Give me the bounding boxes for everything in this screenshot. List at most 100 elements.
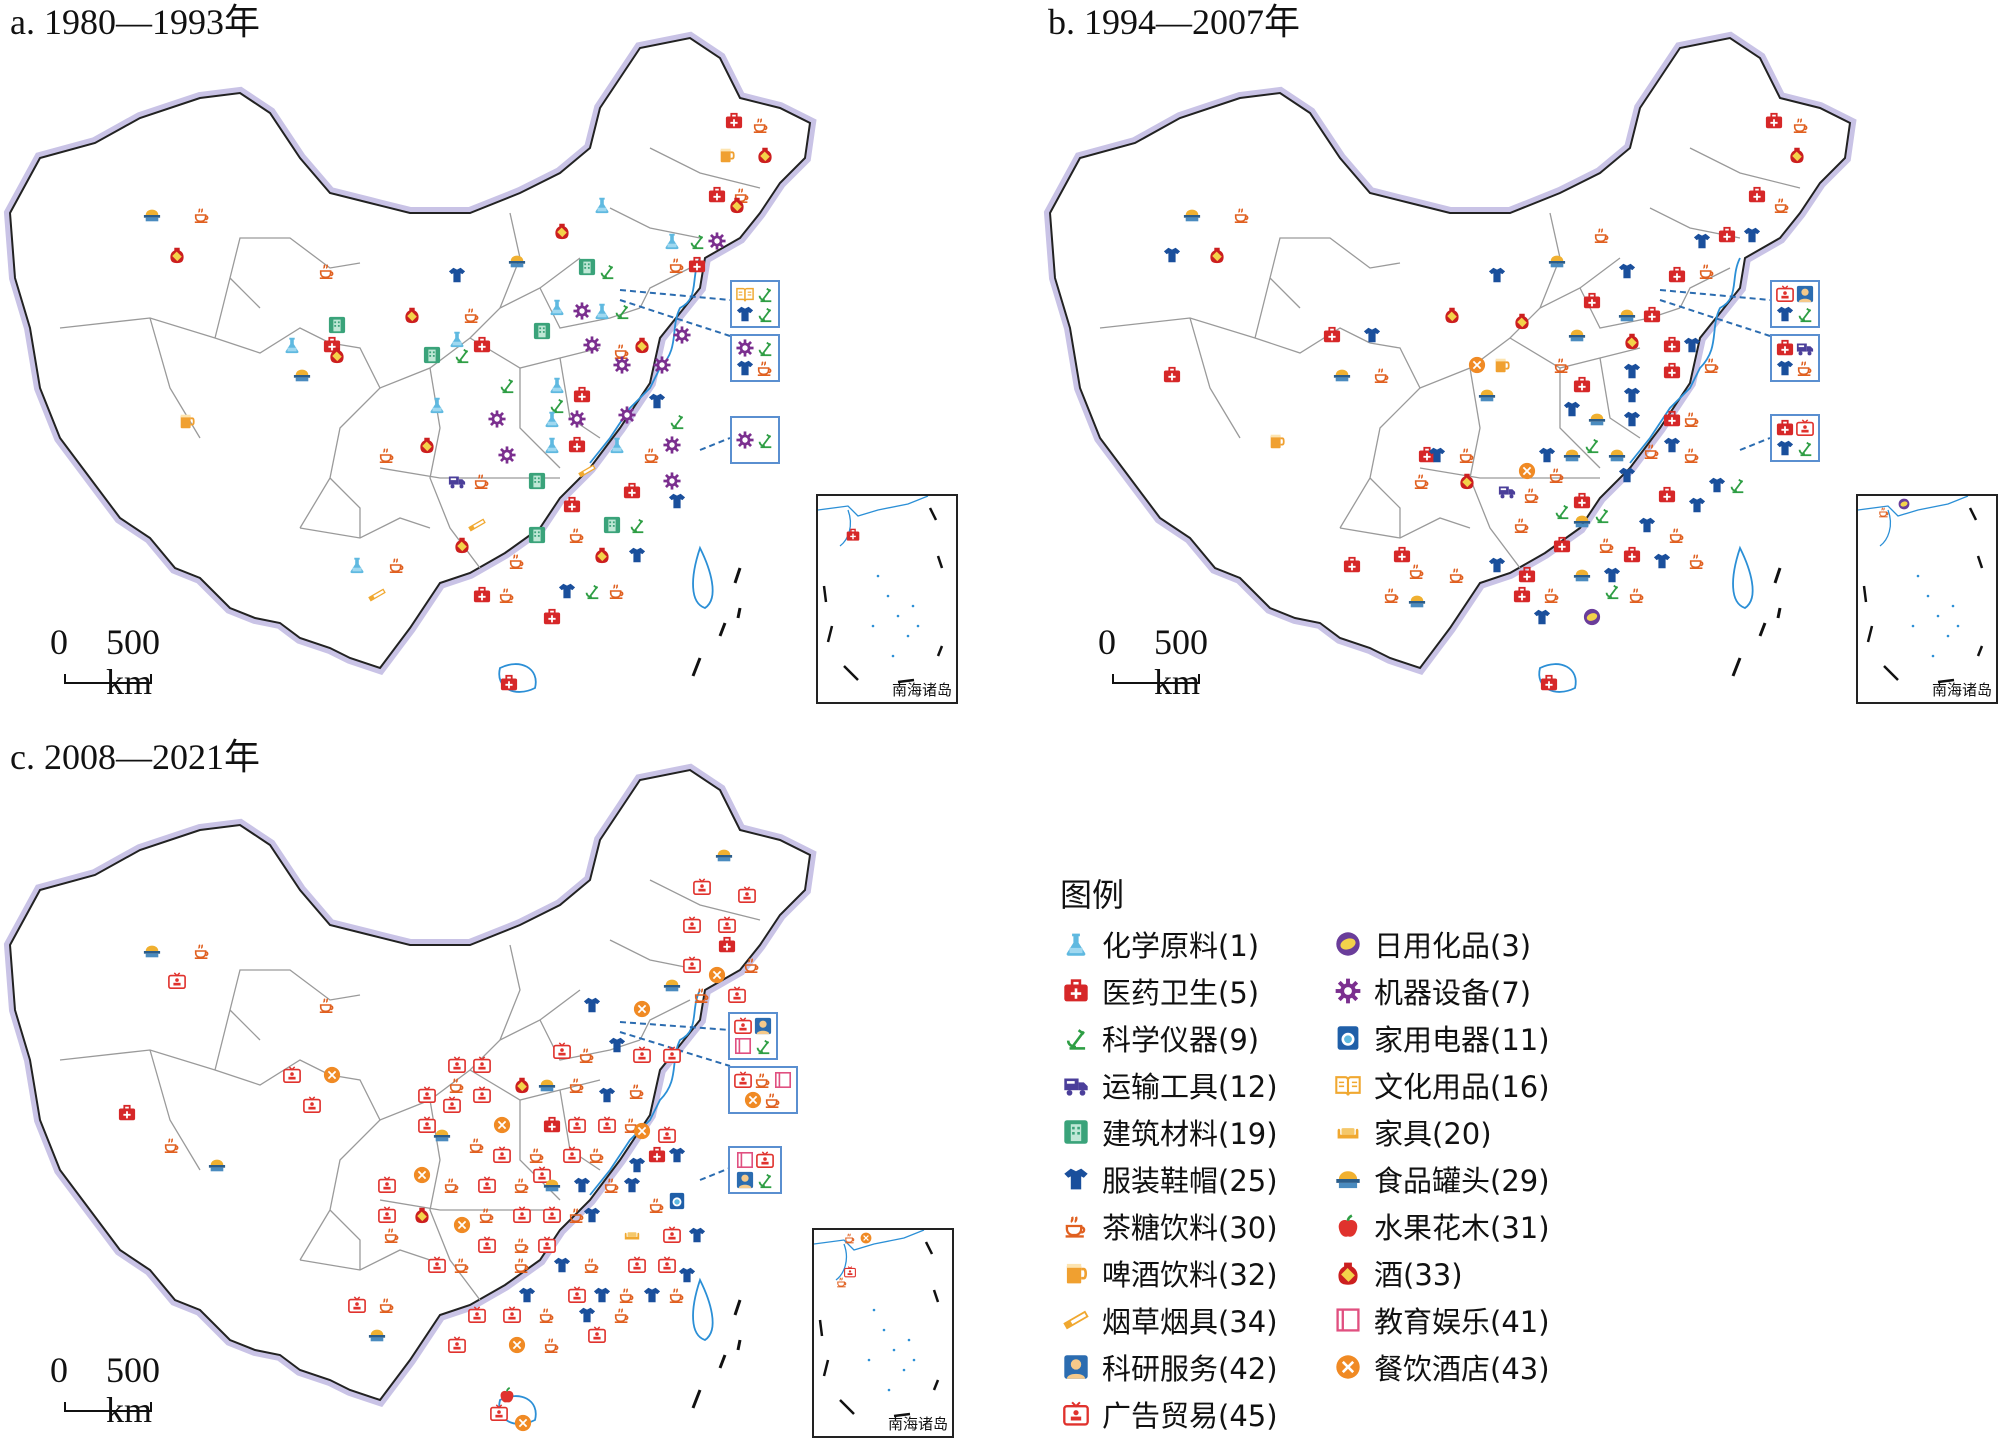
legend-item: 医药卫生(5) [1060, 969, 1332, 1013]
shirt-icon [1776, 439, 1794, 457]
inset-south-china-sea-c: 南海诸岛 [812, 1228, 954, 1438]
legend-item: 化学原料(1) [1060, 922, 1332, 966]
callout-c-top [728, 1012, 778, 1060]
legend-label: 日用化品(3) [1374, 929, 1532, 963]
legend-item: 科学仪器(9) [1060, 1016, 1332, 1060]
callout-a-top [730, 280, 780, 328]
legend-item: 啤酒饮料(32) [1060, 1251, 1332, 1295]
medical-kit-icon [1776, 419, 1794, 437]
scale-zero: 0 [50, 1350, 68, 1390]
legend-item: 家具(20) [1332, 1110, 1592, 1154]
restaurant-icon [1332, 1351, 1364, 1383]
inset-caption: 南海诸岛 [887, 1416, 948, 1433]
legend-item: 服装鞋帽(25) [1060, 1157, 1332, 1201]
scale-zero: 0 [1098, 622, 1116, 662]
building-icon [1060, 1116, 1092, 1148]
scientist-icon [1060, 1351, 1092, 1383]
scale-line [64, 674, 152, 684]
callout-c-mid [728, 1066, 798, 1114]
education-book-icon [734, 1037, 752, 1055]
shirt-icon [1776, 305, 1794, 323]
legend-item: 餐饮酒店(43) [1332, 1345, 1592, 1389]
teacup-icon [1796, 359, 1814, 377]
beer-icon [1060, 1257, 1092, 1289]
panel-b-title: b. 1994—2007年 [1048, 2, 1301, 42]
microscope-icon [1796, 305, 1814, 323]
medical-kit-icon [1776, 339, 1794, 357]
legend-label: 建筑材料(19) [1102, 1117, 1278, 1151]
inset-map [814, 1230, 940, 1418]
legend-label: 烟草烟具(34) [1102, 1305, 1278, 1339]
shirt-icon [1060, 1163, 1092, 1195]
legend-item: 广告贸易(45) [1060, 1392, 1332, 1436]
microscope-icon [756, 1171, 774, 1189]
sofa-icon [1332, 1116, 1364, 1148]
tv-ad-icon [734, 1071, 752, 1089]
wine-jar-icon [1332, 1257, 1364, 1289]
inset-south-china-sea-a: 南海诸岛 [816, 494, 958, 704]
callout-a-mid [730, 334, 780, 382]
legend-item: 科研服务(42) [1060, 1345, 1332, 1389]
education-book-icon [736, 1151, 754, 1169]
teacup-icon [754, 1071, 772, 1089]
scale-distance: 500 km [1154, 622, 1208, 702]
inset-caption: 南海诸岛 [1931, 682, 1992, 699]
inset-south-china-sea-b: 南海诸岛 [1856, 494, 1998, 704]
legend-item: 建筑材料(19) [1060, 1110, 1332, 1154]
tv-ad-icon [1776, 285, 1794, 303]
legend-label: 科学仪器(9) [1102, 1023, 1260, 1057]
legend-label: 运输工具(12) [1102, 1070, 1278, 1104]
tv-ad-icon [1060, 1398, 1092, 1430]
teacup-icon [764, 1091, 782, 1109]
legend-label: 酒(33) [1374, 1258, 1463, 1292]
microscope-icon [756, 431, 774, 449]
cigarette-icon [1060, 1304, 1092, 1336]
legend-label: 广告贸易(45) [1102, 1399, 1278, 1433]
restaurant-icon [744, 1091, 762, 1109]
teacup-icon [1060, 1210, 1092, 1242]
legend-label: 啤酒饮料(32) [1102, 1258, 1278, 1292]
legend-label: 家用电器(11) [1374, 1023, 1550, 1057]
legend-item: 食品罐头(29) [1332, 1157, 1592, 1201]
scientist-icon [1796, 285, 1814, 303]
shirt-icon [1776, 359, 1794, 377]
legend-title: 图例 [1060, 876, 1125, 914]
callout-b-mid [1770, 334, 1820, 382]
microscope-icon [756, 339, 774, 357]
tv-ad-icon [734, 1017, 752, 1035]
scale-distance: 500 km [106, 1350, 160, 1430]
inset-map [818, 496, 944, 684]
legend-item: 水果花木(31) [1332, 1204, 1592, 1248]
scale-line [1112, 674, 1200, 684]
callout-c-low [728, 1146, 782, 1194]
legend-item: 茶糖饮料(30) [1060, 1204, 1332, 1248]
legend-label: 机器设备(7) [1374, 976, 1532, 1010]
flask-icon [1060, 928, 1092, 960]
microscope-icon [756, 305, 774, 323]
legend-label: 家具(20) [1374, 1117, 1492, 1151]
inset-map [1858, 496, 1984, 684]
education-book-icon [1332, 1304, 1364, 1336]
tv-ad-icon [756, 1151, 774, 1169]
legend: 图例 化学原料(1) 日用化品(3) 医药卫生(5) 机器设备(7) 科学仪器(9) 家用… [1060, 870, 1592, 1436]
map-a [10, 38, 810, 692]
scale-line [64, 1402, 152, 1412]
can-icon [1332, 1163, 1364, 1195]
scientist-icon [736, 1171, 754, 1189]
legend-item: 教育娱乐(41) [1332, 1298, 1592, 1342]
legend-label: 文化用品(16) [1374, 1070, 1550, 1104]
gear-icon [736, 431, 754, 449]
callout-a-low [730, 416, 780, 464]
legend-item: 酒(33) [1332, 1251, 1592, 1295]
panel-c-title: c. 2008—2021年 [10, 737, 260, 777]
gear-icon [736, 339, 754, 357]
shirt-icon [736, 359, 754, 377]
legend-item: 运输工具(12) [1060, 1063, 1332, 1107]
legend-label: 餐饮酒店(43) [1374, 1352, 1550, 1386]
microscope-icon [1060, 1022, 1092, 1054]
legend-item: 烟草烟具(34) [1060, 1298, 1332, 1342]
legend-label: 科研服务(42) [1102, 1352, 1278, 1386]
microscope-icon [754, 1037, 772, 1055]
book-icon [736, 285, 754, 303]
